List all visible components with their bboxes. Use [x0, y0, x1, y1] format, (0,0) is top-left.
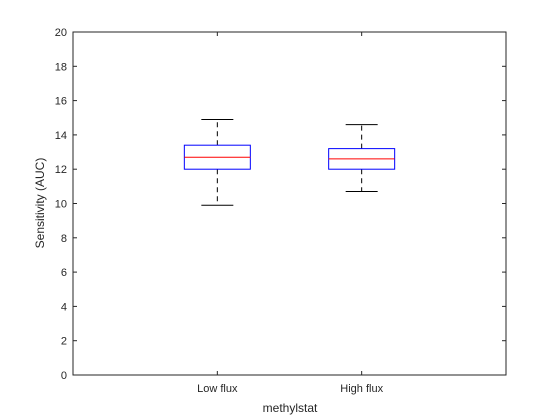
box-high-flux	[328, 124, 396, 192]
y-tick-label: 8	[61, 233, 67, 245]
y-tick-label: 6	[61, 267, 67, 279]
y-tick-label: 10	[55, 199, 67, 211]
y-tick-label: 18	[55, 61, 67, 73]
x-tick-label: Low flux	[197, 383, 238, 395]
boxes	[183, 118, 396, 206]
box-low-flux	[183, 118, 251, 206]
y-axis-label: Sensitivity (AUC)	[33, 158, 47, 249]
y-tick-label: 16	[55, 96, 67, 108]
plot-frame	[72, 31, 507, 376]
y-tick-label: 20	[55, 27, 67, 39]
plot-area	[72, 31, 507, 376]
y-tick-label: 14	[55, 130, 67, 142]
y-tick-label: 12	[55, 164, 67, 176]
y-tick-label: 2	[61, 336, 67, 348]
x-axis: Low flux High flux	[197, 32, 384, 395]
x-tick-label: High flux	[340, 383, 383, 395]
y-tick-label: 0	[61, 370, 67, 382]
x-axis-label: methylstat	[263, 401, 318, 415]
y-axis: 0 2 4 6 8 10 12 14 16 18 20	[55, 27, 506, 382]
y-tick-label: 4	[61, 301, 67, 313]
